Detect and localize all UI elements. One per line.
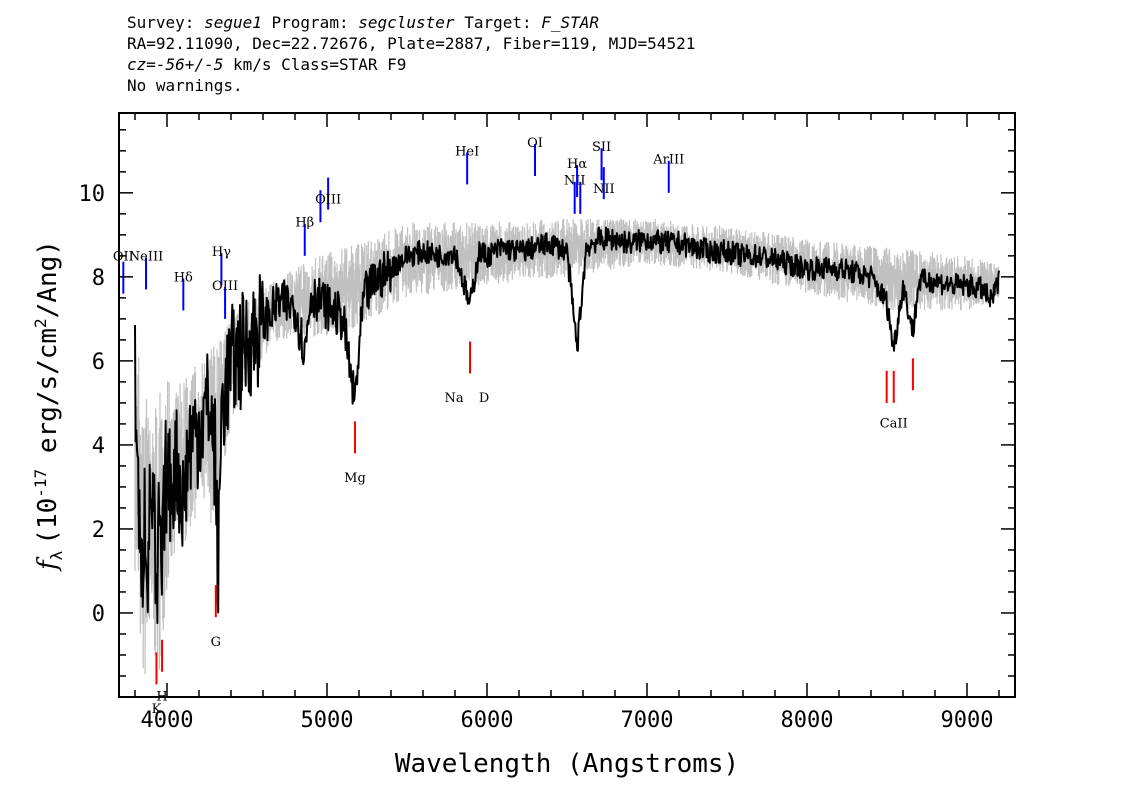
x-tick-label: 7000 [621, 708, 674, 733]
survey-label: Survey: [127, 13, 195, 32]
y-axis-label-mid: erg/s/cm [33, 328, 63, 469]
y-axis-label-close: /Ang) [33, 240, 63, 318]
emission-line-label: ArIII [652, 153, 684, 168]
y-axis-label-exp1: -17 [31, 469, 50, 498]
x-tick-label: 8000 [781, 708, 834, 733]
header-line-survey: Survey: segue1 Program: segcluster Targe… [127, 12, 695, 33]
program-value: segcluster [358, 13, 455, 32]
header-line-coordinates: RA=92.11090, Dec=22.72676, Plate=2887, F… [127, 34, 696, 53]
y-tick-label: 8 [92, 266, 105, 291]
spectral-lines-layer: OIINeIIIHδHγOIIIHβOIIIHeIOINIIHαSIINIIAr… [113, 136, 914, 717]
spectrum-header: Survey: segue1 Program: segcluster Targe… [127, 12, 695, 96]
target-value: F_STAR [541, 13, 600, 32]
emission-line-label: Hβ [295, 216, 314, 231]
flux-layer [134, 226, 1000, 625]
emission-line-label: Hδ [174, 270, 193, 285]
y-axis-label-open: (10 [33, 498, 63, 545]
emission-line-label: OIII [315, 193, 341, 208]
class-text: Class=STAR F9 [281, 55, 407, 74]
emission-line-label: HeI [455, 144, 479, 159]
y-tick-label: 10 [79, 182, 106, 207]
emission-line-label: NeIII [129, 249, 163, 264]
x-tick-label: 6000 [461, 708, 514, 733]
y-axis-label-exp2: 2 [31, 318, 50, 328]
y-axis-label-lambda: λ [47, 550, 66, 560]
target-label: Target: [464, 13, 532, 32]
absorption-line-label: K [152, 702, 162, 717]
x-tick-label: 4000 [141, 708, 194, 733]
absorption-line-label: D [479, 391, 489, 406]
survey-value: segue1 [204, 13, 262, 32]
emission-line-label: SII [592, 140, 611, 155]
header-line-warnings: No warnings. [127, 76, 243, 95]
emission-line-label: OI [527, 136, 543, 151]
emission-line-label: OIII [212, 279, 238, 294]
y-tick-label: 6 [92, 350, 105, 375]
program-label: Program: [271, 13, 349, 32]
flux-line [134, 226, 1000, 625]
emission-line-label: Hγ [212, 245, 231, 260]
y-tick-label: 0 [92, 602, 105, 627]
cz-unit: km/s [232, 55, 272, 74]
plot-frame [118, 112, 1016, 698]
cz-label: cz= [127, 55, 156, 74]
header-line-redshift: cz=-56+/-5 km/s Class=STAR F9 [127, 54, 695, 75]
absorption-line-label: G [211, 635, 221, 650]
y-tick-label: 2 [92, 518, 105, 543]
x-axis-label: Wavelength (Angstroms) [395, 749, 739, 779]
x-tick-label: 9000 [941, 708, 994, 733]
ticks-layer: 4000 5000 6000 7000 8000 9000 0 2 4 6 8 10 [79, 113, 1015, 733]
x-tick-label: 5000 [301, 708, 354, 733]
emission-line-label: Hα [567, 157, 587, 172]
cz-value: -56+/-5 [155, 55, 224, 74]
emission-line-label: NII [593, 182, 615, 197]
emission-line-label: NII [564, 174, 586, 189]
absorption-line-label: CaII [880, 416, 908, 431]
y-axis-label: fλ(10-17 erg/s/cm2/Ang) [31, 240, 66, 572]
y-tick-label: 4 [92, 434, 105, 459]
absorption-line-label: Na [444, 391, 463, 406]
absorption-line-label: Mg [344, 471, 366, 486]
